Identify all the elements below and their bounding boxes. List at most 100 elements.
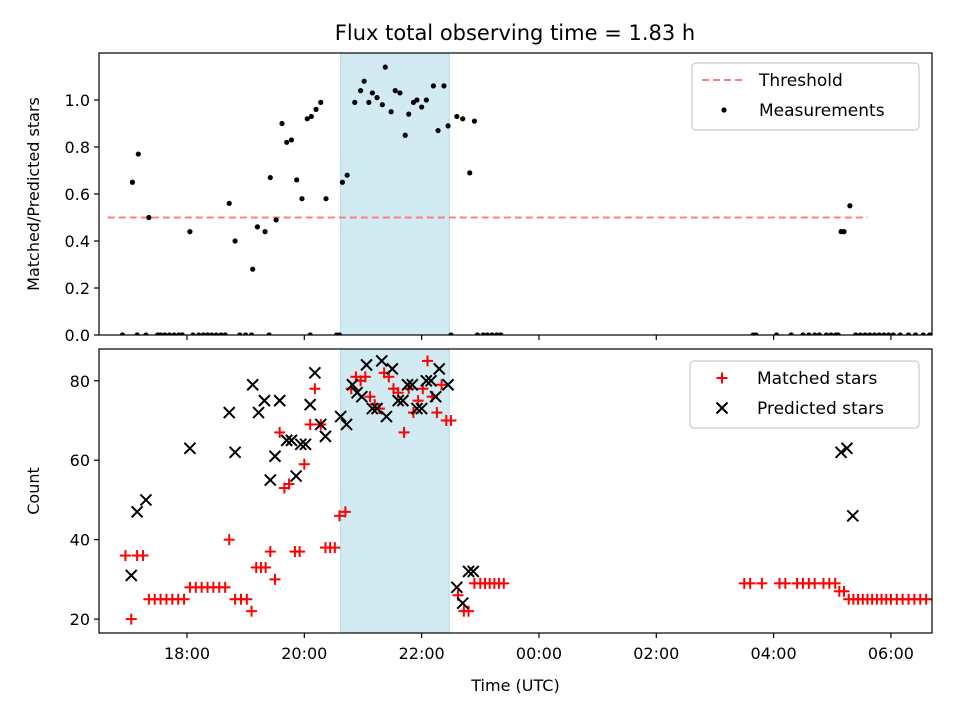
legend-threshold-label: Threshold [758,71,843,91]
matched-star-points [119,355,958,625]
measurement-point [494,332,500,335]
predicted-star-point [334,410,347,423]
measurement-point [876,332,882,335]
predicted-star-point [429,390,442,403]
matched-star-point [929,598,932,601]
predicted-star-point [433,362,446,376]
measurement-point [753,332,759,335]
predicted-star-point [303,398,317,411]
measurement-point [498,332,504,335]
predicted-star-point [467,565,480,578]
measurement-point [237,332,243,335]
matched-star-point [137,550,149,562]
measurement-point [932,332,937,337]
x-tick-label: 20:00 [281,644,327,663]
matched-star-point [298,458,310,470]
matched-star-point [264,546,276,558]
measurement-point [232,238,238,244]
legend-plus-marker [716,372,728,384]
predicted-star-point [355,390,369,403]
matched-star-point [283,478,295,490]
measurement-point [299,196,305,202]
predicted-star-point [258,394,271,407]
matched-star-point [947,594,958,605]
measurement-point [392,88,398,94]
predicted-star-point [834,446,848,459]
x-tick-label: 18:00 [164,644,210,663]
matched-star-point [339,506,351,518]
predicted-star-point [340,418,353,431]
matched-star-point [779,577,791,589]
measurement-point [841,229,847,235]
measurement-point [196,332,202,335]
predicted-star-point [386,362,399,376]
measurement-point [905,332,912,335]
bottom-y-axis-label: Count [24,467,43,515]
measurement-point [862,332,868,335]
measurement-point [881,332,887,335]
predicted-star-point [308,366,322,380]
measurement-point [226,200,232,206]
measurement-point [788,332,794,335]
measurement-point [812,332,818,335]
predicted-star-point [360,358,373,372]
predicted-star-point [252,406,265,419]
measurement-point [853,332,859,335]
measurement-point [484,332,490,335]
matched-star-point [125,613,137,625]
legend-matched-swatch [716,372,728,384]
predicted-star-point [289,469,303,483]
measurement-point [179,332,185,335]
measurement-point [435,127,441,134]
measurement-point [419,104,425,110]
predicted-star-point [396,394,410,407]
measurement-point [218,332,224,335]
matched-star-point [445,414,457,426]
predicted-star-point [268,450,282,463]
measurement-point [279,120,285,127]
measurement-point [847,203,853,209]
measurement-point [414,97,420,103]
measurement-point [146,214,152,221]
measurement-point [406,111,412,117]
predicted-star-point [391,394,405,407]
y-tick-label: 40 [70,531,90,550]
matched-star-point [329,542,341,554]
measurement-point [388,109,394,115]
measurement-point [157,332,164,335]
matched-star-point [359,371,371,383]
matched-star-point [309,383,321,395]
measurement-point [162,332,168,335]
top-y-ticks: 0.0 0.2 0.4 0.6 0.8 1.0 [65,91,99,345]
bottom-legend: Matched stars Predicted stars [689,360,920,429]
predicted-star-point [401,378,414,391]
measurement-point [284,139,290,145]
matched-star-point [178,593,190,605]
legend-x-marker [715,401,729,415]
matched-star-point [838,585,850,597]
predicted-star-point [415,402,428,415]
y-tick-label: 60 [70,451,90,470]
measurement-point [397,90,403,96]
measurement-point [920,332,926,335]
x-tick-label: 04:00 [751,644,797,663]
predicted-star-point [420,374,433,387]
measurement-point [871,332,878,335]
measurement-point [313,106,319,112]
y-tick-label: 0.4 [65,232,90,251]
measurement-point [243,332,249,335]
predicted-star-point [846,509,860,523]
measurement-point [480,332,486,335]
measurement-point [166,332,172,335]
measurement-point [352,99,358,105]
predicted-star-point [441,378,455,391]
measurement-point [254,224,260,230]
measurement-point [267,174,273,181]
measurement-point [339,179,346,185]
predicted-star-point [366,402,379,415]
predicted-star-point [380,410,393,423]
matched-star-point [431,407,443,419]
predicted-star-point [319,430,332,443]
predicted-star-point [314,418,327,431]
y-tick-label: 0.2 [65,279,90,298]
